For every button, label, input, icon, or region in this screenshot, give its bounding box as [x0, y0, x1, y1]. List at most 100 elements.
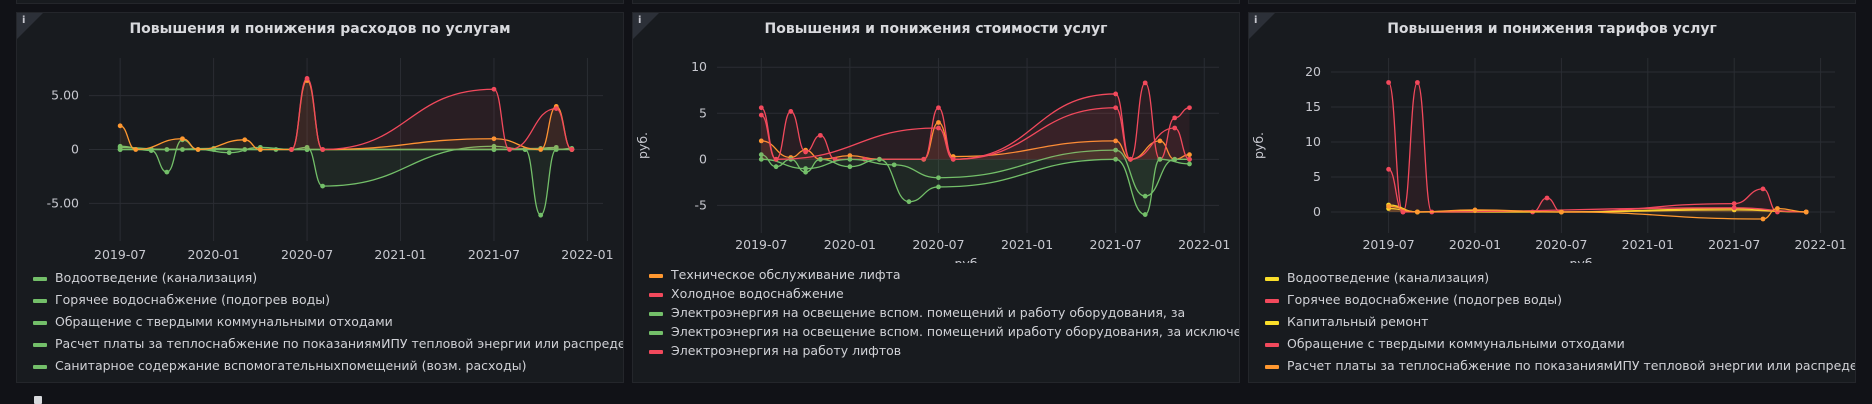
legend-item[interactable]: Расчет платы за теплоснабжение по показа… — [1249, 355, 1855, 377]
data-point[interactable] — [877, 156, 882, 162]
data-point[interactable] — [538, 147, 544, 152]
data-point[interactable] — [1731, 205, 1737, 211]
data-point[interactable] — [1113, 156, 1119, 162]
data-point[interactable] — [1128, 156, 1133, 162]
data-point[interactable] — [1142, 193, 1148, 199]
series-line[interactable] — [120, 139, 572, 216]
data-point[interactable] — [936, 105, 941, 111]
data-point[interactable] — [1386, 204, 1391, 209]
data-point[interactable] — [226, 150, 232, 156]
data-point[interactable] — [1113, 105, 1119, 111]
series-line[interactable] — [760, 107, 1190, 160]
data-point[interactable] — [491, 136, 497, 142]
data-point[interactable] — [1172, 156, 1178, 162]
legend-item[interactable]: Санитарное содержание вспомогательныхпом… — [17, 355, 623, 377]
data-point[interactable] — [758, 112, 764, 118]
legend-item[interactable]: Электроэнергия на освещение вспом. помещ… — [633, 321, 1239, 343]
legend-item[interactable]: Холодное водоснабжение — [633, 283, 1239, 305]
data-point[interactable] — [1113, 91, 1119, 97]
info-icon[interactable]: i — [22, 15, 26, 26]
data-point[interactable] — [758, 156, 764, 162]
data-point[interactable] — [803, 166, 808, 171]
data-point[interactable] — [1187, 156, 1192, 162]
legend-item[interactable]: Электроэнергия на работу лифтов — [633, 340, 1239, 362]
data-point[interactable] — [1187, 161, 1192, 167]
data-point[interactable] — [758, 105, 764, 111]
data-point[interactable] — [1113, 147, 1119, 153]
data-point[interactable] — [257, 147, 263, 152]
data-point[interactable] — [847, 153, 853, 159]
legend-item[interactable]: Электроэнергия на освещение вспом. помещ… — [633, 302, 1239, 324]
data-point[interactable] — [803, 149, 808, 155]
data-point[interactable] — [847, 164, 853, 170]
data-point[interactable] — [320, 183, 326, 189]
data-point[interactable] — [195, 147, 201, 152]
line-chart[interactable]: 5.00 0 -5.00 2019-07 2020-01 2020-07 2021-01 20… — [17, 13, 624, 263]
row-collapse-icon[interactable] — [34, 396, 42, 404]
data-point[interactable] — [1760, 216, 1766, 222]
chart-panel-cost[interactable]: i Повышения и понижения стоимости услуг … — [632, 12, 1240, 383]
data-point[interactable] — [1157, 156, 1163, 162]
data-point[interactable] — [1172, 125, 1178, 131]
data-point[interactable] — [1142, 212, 1148, 217]
legend-item[interactable]: Обращение с твердыми коммунальными отход… — [1249, 333, 1855, 355]
series-line[interactable] — [1387, 81, 1778, 213]
data-point[interactable] — [1760, 186, 1766, 192]
legend-item[interactable]: Расчет платы за теплоснабжение по показа… — [17, 333, 623, 355]
data-point[interactable] — [180, 136, 185, 142]
data-point[interactable] — [950, 156, 956, 162]
data-point[interactable] — [817, 132, 823, 138]
data-point[interactable] — [758, 152, 764, 158]
data-point[interactable] — [1415, 80, 1420, 85]
data-point[interactable] — [133, 147, 139, 152]
data-point[interactable] — [936, 175, 941, 181]
data-point[interactable] — [320, 147, 326, 152]
data-point[interactable] — [569, 147, 575, 152]
data-point[interactable] — [538, 212, 544, 218]
data-point[interactable] — [773, 156, 779, 162]
legend-item[interactable]: Водоотведение (канализация) — [17, 267, 623, 289]
data-point[interactable] — [1544, 195, 1550, 201]
data-point[interactable] — [788, 109, 794, 114]
data-point[interactable] — [936, 125, 941, 131]
data-point[interactable] — [847, 156, 853, 162]
data-point[interactable] — [164, 169, 170, 175]
legend-item[interactable]: Горячее водоснабжение (подогрев воды) — [17, 289, 623, 311]
line-chart[interactable]: 20 15 10 5 0 2019-07 2020-01 2020-07 2021-01 2021… — [1249, 13, 1856, 263]
data-point[interactable] — [491, 86, 497, 92]
data-point[interactable] — [758, 138, 764, 144]
info-icon[interactable]: i — [638, 15, 642, 26]
data-point[interactable] — [891, 162, 897, 168]
data-point[interactable] — [289, 147, 294, 152]
data-point[interactable] — [1172, 115, 1178, 121]
info-icon[interactable]: i — [1254, 15, 1258, 26]
legend-item[interactable]: Водоотведение (канализация) — [1249, 267, 1855, 289]
data-point[interactable] — [936, 184, 941, 190]
data-point[interactable] — [1731, 201, 1737, 207]
data-point[interactable] — [906, 199, 912, 205]
data-point[interactable] — [803, 169, 808, 175]
data-point[interactable] — [117, 123, 123, 129]
legend-item[interactable]: Обращение с твердыми коммунальными отход… — [17, 311, 623, 333]
data-point[interactable] — [1187, 105, 1192, 111]
data-point[interactable] — [1142, 80, 1148, 86]
data-point[interactable] — [507, 147, 512, 152]
data-point[interactable] — [117, 147, 123, 152]
legend-item[interactable]: Капитальный ремонт — [1249, 311, 1855, 333]
data-point[interactable] — [1400, 209, 1406, 215]
chart-panel-expenses[interactable]: i Повышения и понижения расходов по услу… — [16, 12, 624, 383]
legend-item[interactable]: Техническое обслуживание лифта — [633, 264, 1239, 286]
line-chart[interactable]: 10 5 0 -5 2019-07 2020-01 2020-07 2021-01 2021-0… — [633, 13, 1240, 263]
series-line[interactable] — [1387, 168, 1807, 213]
data-point[interactable] — [1386, 166, 1391, 172]
data-point[interactable] — [242, 137, 248, 143]
data-point[interactable] — [936, 120, 941, 125]
data-point[interactable] — [817, 156, 823, 162]
data-point[interactable] — [553, 106, 559, 111]
data-point[interactable] — [1775, 206, 1780, 211]
series-line[interactable] — [761, 149, 1190, 197]
data-point[interactable] — [304, 147, 310, 152]
data-point[interactable] — [1187, 152, 1192, 158]
data-point[interactable] — [1415, 209, 1420, 215]
data-point[interactable] — [1803, 209, 1809, 215]
